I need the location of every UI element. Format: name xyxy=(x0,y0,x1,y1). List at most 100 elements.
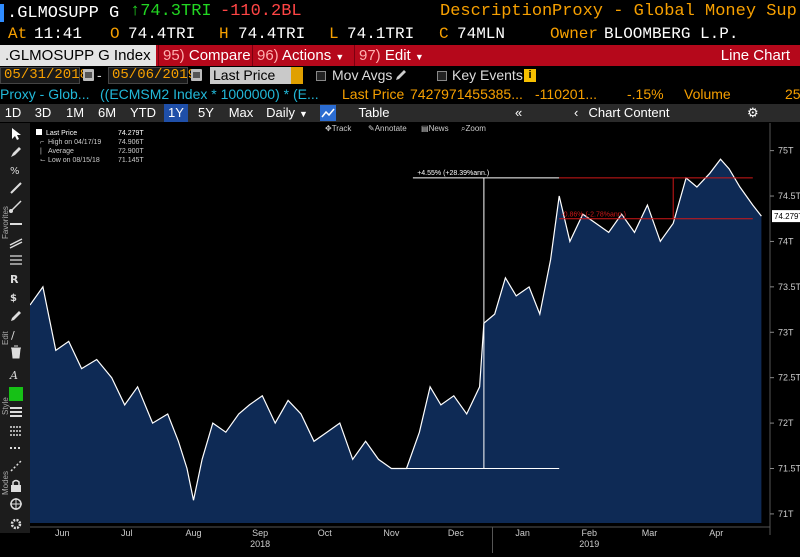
line-style-icon[interactable] xyxy=(9,423,23,437)
ticker-block[interactable]: .GLMOSUPP G xyxy=(0,2,119,23)
period-1m[interactable]: 1M xyxy=(65,105,85,120)
field-select[interactable]: Last Price xyxy=(210,67,303,84)
collapse-left-icon[interactable]: « xyxy=(515,105,523,120)
percent-line-icon[interactable]: % xyxy=(9,163,23,177)
period-max[interactable]: Max xyxy=(228,105,254,120)
edit-menu[interactable]: 97) Edit ▼ xyxy=(354,45,428,66)
legend-row-label: High on 04/17/19 xyxy=(48,139,101,146)
legend-change: -110201... xyxy=(535,86,598,102)
track-tool[interactable]: ✥ Track xyxy=(325,124,352,133)
actions-menu[interactable]: 96) Actions ▼ xyxy=(252,45,348,66)
end-date-input[interactable]: 05/06/2019 xyxy=(108,67,196,84)
legend-field: Last Price xyxy=(342,86,405,102)
zoom-label: Zoom xyxy=(465,124,486,133)
drawing-toolbar: % R $ / A Favorites Edit Style Modes xyxy=(0,123,30,533)
pencil-icon[interactable] xyxy=(395,69,407,81)
period-5y[interactable]: 5Y xyxy=(198,105,214,120)
x-tick-label: Dec xyxy=(448,528,465,538)
horizontal-line-icon[interactable] xyxy=(9,217,23,231)
price-area xyxy=(30,159,762,523)
last-price-tag: 74.279T xyxy=(772,210,800,223)
line-width-icon[interactable] xyxy=(9,405,23,419)
calendar-icon[interactable] xyxy=(83,69,94,81)
channel-icon[interactable] xyxy=(9,235,23,249)
y-tick-label: 71T xyxy=(778,509,794,519)
chart-content-button[interactable]: Chart Content xyxy=(588,105,670,120)
x-tick-label: Jul xyxy=(121,528,133,538)
x-tick-label: Jun xyxy=(55,528,70,538)
crosshair-icon[interactable] xyxy=(9,497,23,511)
key-events-label: Key Events xyxy=(452,67,523,83)
legend-swatch xyxy=(36,129,42,135)
regression-icon[interactable]: R xyxy=(9,271,23,285)
gear-icon[interactable]: ⚙ xyxy=(747,105,759,120)
ray-icon[interactable] xyxy=(9,199,23,213)
zoom-tool[interactable]: ⌕ Zoom xyxy=(461,124,486,133)
period-1d[interactable]: 1D xyxy=(4,105,22,120)
price-line xyxy=(30,158,762,501)
period-1y[interactable]: 1Y xyxy=(164,104,188,122)
y-tick-label: 72T xyxy=(778,418,794,428)
chevron-down-icon: ▼ xyxy=(335,52,345,62)
style-section-label: Style xyxy=(1,397,10,415)
owner-label: Owner xyxy=(550,25,599,43)
x-tick-label: Apr xyxy=(709,528,723,538)
text-icon[interactable]: / xyxy=(9,327,23,341)
period-6m[interactable]: 6M xyxy=(97,105,117,120)
x-tick-label: Aug xyxy=(185,528,201,538)
table-tab[interactable]: Table xyxy=(358,105,390,120)
font-style-icon[interactable]: A xyxy=(9,367,23,381)
legend-value: 7427971455385... xyxy=(410,86,523,102)
period-3d[interactable]: 3D xyxy=(34,105,52,120)
start-date-input[interactable]: 05/31/2018 xyxy=(0,67,88,84)
settings-icon[interactable] xyxy=(9,517,23,531)
frequency-select[interactable]: Daily xyxy=(262,104,312,122)
x-tick-label: Jan xyxy=(515,528,530,538)
field-select-value: Last Price xyxy=(213,67,276,83)
legend-last-value: 74.279T xyxy=(118,130,144,137)
dashed-line-icon[interactable] xyxy=(9,441,23,455)
high-value: 74.4TRI xyxy=(238,25,306,43)
mov-avgs-label: Mov Avgs xyxy=(332,67,393,83)
pointer-icon[interactable] xyxy=(9,127,23,141)
annotate-label: Annotate xyxy=(374,124,407,133)
line-chart-icon[interactable] xyxy=(320,105,336,121)
chevron-down-icon xyxy=(291,67,303,84)
x-year-label: 2019 xyxy=(579,539,599,549)
info-icon[interactable]: i xyxy=(524,69,536,82)
chevron-left-icon[interactable]: ‹ xyxy=(574,105,579,120)
owner-value: BLOOMBERG L.P. xyxy=(604,25,739,43)
edit-number: 97) xyxy=(359,47,381,64)
description-label: Description xyxy=(440,2,553,21)
legend-series-name: Proxy - Glob... xyxy=(0,86,90,102)
svg-text:/: / xyxy=(11,329,15,341)
calendar-icon[interactable] xyxy=(191,69,202,81)
color-swatch-icon[interactable] xyxy=(9,387,23,401)
trash-icon[interactable] xyxy=(9,345,23,359)
price-label-icon[interactable]: $ xyxy=(9,289,23,303)
compare-number: 95) xyxy=(163,47,185,64)
x-tick-label: Nov xyxy=(383,528,400,538)
legend-last-label: Last Price xyxy=(46,130,77,137)
lock-icon[interactable] xyxy=(9,479,23,493)
pen-icon[interactable] xyxy=(9,145,23,159)
legend-row-value: 71.145T xyxy=(118,157,144,164)
annotate-tool[interactable]: ✎ Annotate xyxy=(368,124,407,133)
news-tool[interactable]: ▤ News xyxy=(421,124,449,133)
trend-line-icon[interactable] xyxy=(9,181,23,195)
pencil-icon[interactable] xyxy=(9,309,23,323)
mov-avgs-checkbox[interactable] xyxy=(316,71,326,81)
legend-row-value: 72.900T xyxy=(118,148,144,155)
y-tick-label: 74.5T xyxy=(778,191,800,201)
legend-line: Proxy - Glob... ((ECMSM2 Index * 1000000… xyxy=(0,85,800,103)
up-measure-label: +4.55% (+28.39%ann.) xyxy=(417,170,489,177)
period-ytd[interactable]: YTD xyxy=(130,105,156,120)
diagonal-dash-icon[interactable] xyxy=(9,459,23,473)
fibonacci-icon[interactable] xyxy=(9,253,23,267)
key-events-checkbox[interactable] xyxy=(437,71,447,81)
security-index-field[interactable]: .GLMOSUPP G Index xyxy=(0,45,156,66)
chevron-down-icon: ▼ xyxy=(414,52,424,62)
compare-button[interactable]: 95) Compare xyxy=(158,45,255,66)
chart-type-label: Line Chart xyxy=(720,47,790,64)
